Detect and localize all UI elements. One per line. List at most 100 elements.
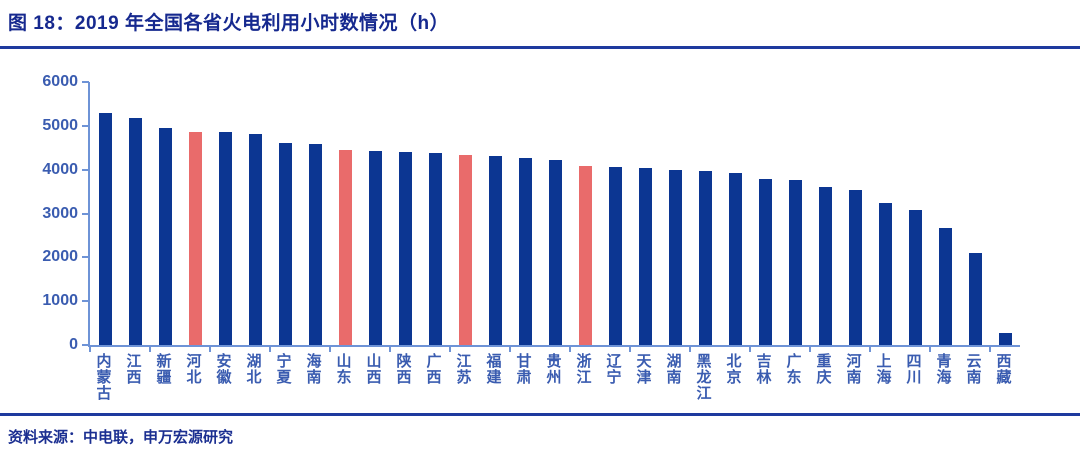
bar-内蒙古 xyxy=(98,113,112,345)
x-axis-label: 河南 xyxy=(844,353,862,385)
x-axis-label: 辽宁 xyxy=(604,353,622,385)
x-axis-tick xyxy=(809,345,811,352)
y-axis-label: 6000 xyxy=(42,73,78,90)
x-axis-label: 海南 xyxy=(304,353,322,385)
x-axis-label: 广东 xyxy=(784,353,802,385)
x-label-slot: 天津 xyxy=(628,353,658,401)
bar-slot xyxy=(840,82,870,345)
x-label-slot: 河北 xyxy=(178,353,208,401)
x-label-slot: 宁夏 xyxy=(268,353,298,401)
bar-甘肃 xyxy=(518,157,532,345)
bar-slot xyxy=(930,82,960,345)
x-axis-label: 福建 xyxy=(484,353,502,385)
bar-slot xyxy=(120,82,150,345)
bar-贵州 xyxy=(548,160,562,345)
bar-slot xyxy=(390,82,420,345)
x-axis-label: 安徽 xyxy=(214,353,232,385)
x-label-slot: 福建 xyxy=(478,353,508,401)
x-label-slot: 吉林 xyxy=(748,353,778,401)
x-label-slot: 北京 xyxy=(718,353,748,401)
y-axis-label: 0 xyxy=(69,336,78,353)
bottom-divider-line xyxy=(0,413,1080,416)
bar-slot xyxy=(480,82,510,345)
bar-安徽 xyxy=(218,132,232,345)
bar-山西 xyxy=(368,150,382,345)
bar-河南 xyxy=(848,189,862,345)
x-label-slot: 辽宁 xyxy=(598,353,628,401)
x-axis-tick xyxy=(209,345,211,352)
x-label-slot: 安徽 xyxy=(208,353,238,401)
y-axis-tick xyxy=(82,344,89,346)
bar-slot xyxy=(600,82,630,345)
bar-北京 xyxy=(728,172,742,345)
bar-slot xyxy=(240,82,270,345)
bar-slot xyxy=(450,82,480,345)
x-label-slot: 河南 xyxy=(838,353,868,401)
x-axis-tick xyxy=(689,345,691,352)
y-axis-tick xyxy=(82,300,89,303)
x-axis-label: 广西 xyxy=(424,353,442,385)
x-label-slot: 陕西 xyxy=(388,353,418,401)
bar-slot xyxy=(870,82,900,345)
x-axis-tick xyxy=(569,345,571,352)
x-label-slot: 山西 xyxy=(358,353,388,401)
plot-area xyxy=(88,82,1020,352)
y-axis-label: 5000 xyxy=(42,116,78,134)
bar-slot xyxy=(540,82,570,345)
bar-slot xyxy=(150,82,180,345)
bar-slot xyxy=(510,82,540,345)
x-axis-tick xyxy=(149,345,151,352)
x-label-slot: 青海 xyxy=(928,353,958,401)
y-axis-label: 1000 xyxy=(42,292,78,310)
x-label-slot: 湖北 xyxy=(238,353,268,401)
bar-slot xyxy=(750,82,780,345)
y-axis-tick xyxy=(82,168,89,171)
x-axis-label: 江西 xyxy=(124,353,142,385)
bar-上海 xyxy=(878,202,892,345)
x-label-slot: 贵州 xyxy=(538,353,568,401)
bar-福建 xyxy=(488,156,502,345)
bar-西藏 xyxy=(998,333,1012,345)
bar-湖南 xyxy=(668,170,682,345)
bar-新疆 xyxy=(158,127,172,345)
x-axis-label: 四川 xyxy=(904,353,922,385)
bar-slot xyxy=(360,82,390,345)
x-label-slot: 浙江 xyxy=(568,353,598,401)
bar-天津 xyxy=(638,168,652,345)
y-axis-label: 4000 xyxy=(42,160,78,178)
bar-宁夏 xyxy=(278,142,292,345)
x-axis-label: 湖北 xyxy=(244,353,262,385)
bar-重庆 xyxy=(818,187,832,345)
bar-广东 xyxy=(788,179,802,345)
x-axis-label: 天津 xyxy=(634,353,652,385)
bar-slot xyxy=(990,82,1020,345)
x-axis-label: 湖南 xyxy=(664,353,682,385)
y-axis-tick xyxy=(82,81,89,83)
x-axis-label: 浙江 xyxy=(574,353,592,385)
y-axis-tick xyxy=(82,212,89,215)
bar-slot xyxy=(420,82,450,345)
x-axis-tick xyxy=(869,345,871,352)
x-axis-tick xyxy=(389,345,391,352)
bar-slot xyxy=(630,82,660,345)
x-label-slot: 云南 xyxy=(958,353,988,401)
x-axis-tick xyxy=(989,345,991,352)
bar-slot xyxy=(300,82,330,345)
y-axis-tick xyxy=(82,256,89,259)
x-label-slot: 内蒙古 xyxy=(88,353,118,401)
bar-江苏 xyxy=(458,154,472,345)
x-axis-label: 宁夏 xyxy=(274,353,292,385)
x-label-slot: 上海 xyxy=(868,353,898,401)
x-axis-label: 青海 xyxy=(934,353,952,385)
bar-河北 xyxy=(188,131,202,345)
x-axis-tick xyxy=(329,345,331,352)
bar-slot xyxy=(330,82,360,345)
source-note: 资料来源：中电联，申万宏源研究 xyxy=(8,429,234,446)
x-label-slot: 广西 xyxy=(418,353,448,401)
bar-slot xyxy=(660,82,690,345)
bar-广西 xyxy=(428,153,442,345)
x-axis-label: 贵州 xyxy=(544,353,562,385)
y-axis-label: 2000 xyxy=(42,248,78,266)
x-axis-label: 云南 xyxy=(964,353,982,385)
x-axis-tick xyxy=(929,345,931,352)
